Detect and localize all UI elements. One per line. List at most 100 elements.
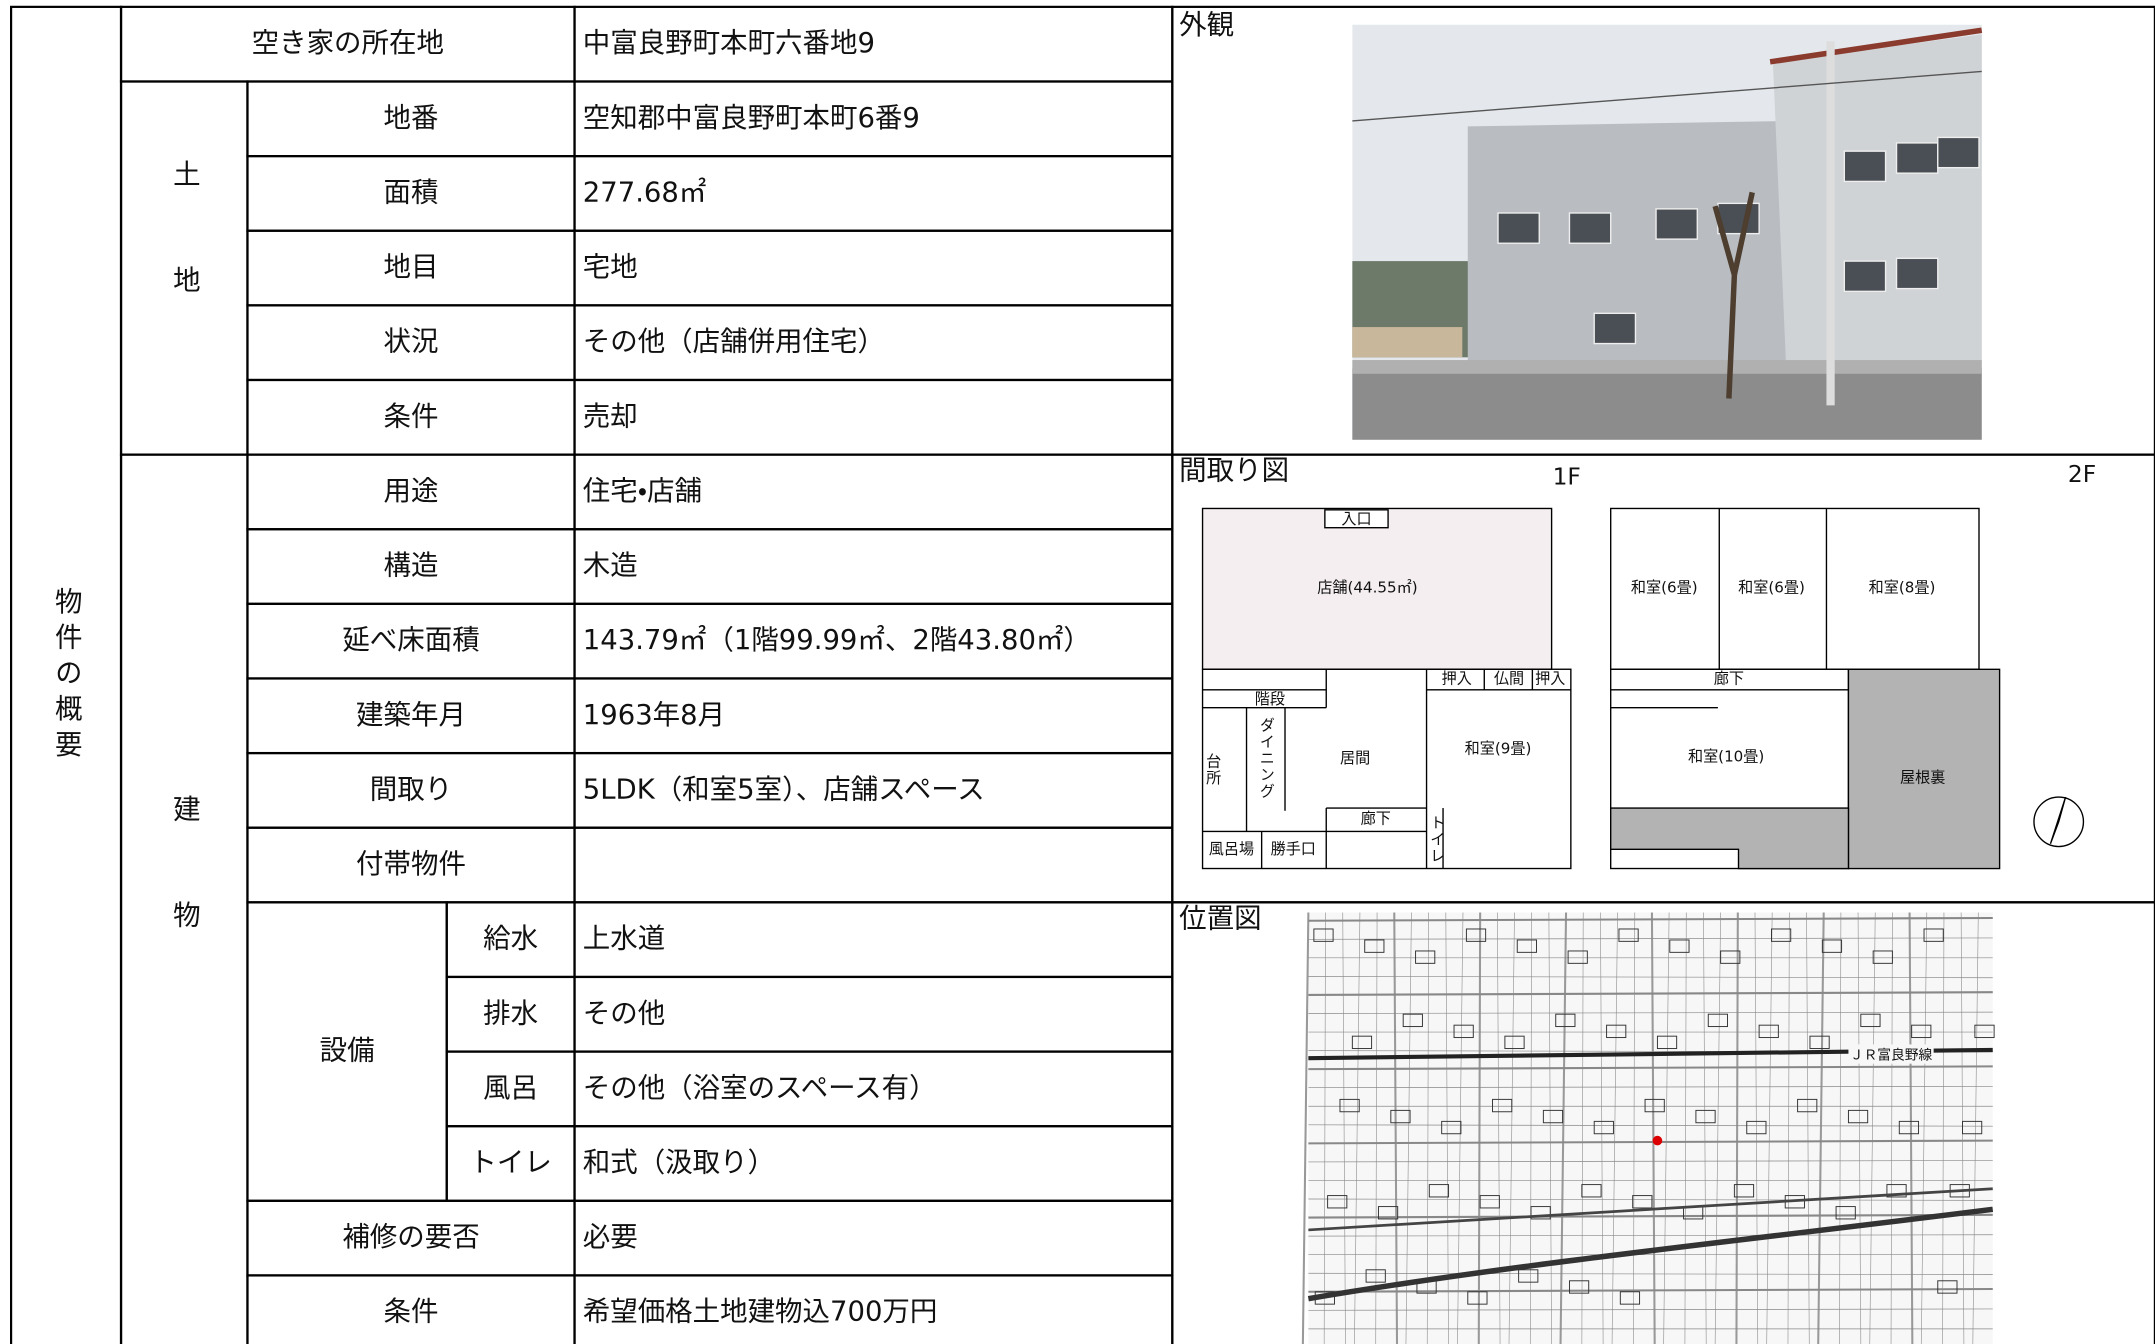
map-street: [1308, 1234, 1993, 1237]
map-block: [1530, 1206, 1551, 1220]
map-street: [1611, 912, 1618, 1344]
river: [1307, 1206, 1994, 1302]
room-label: 階段: [1255, 690, 1285, 708]
cell: [573, 229, 1174, 307]
cell-value: その他（店舗併用住宅）: [583, 326, 885, 358]
map-block: [1516, 939, 1537, 953]
wall: [1201, 507, 1553, 670]
cell-label: 排水: [483, 997, 538, 1029]
room-label: 勝手口: [1271, 840, 1316, 858]
map-street: [1529, 912, 1533, 1344]
map-block: [1441, 1120, 1462, 1135]
map-street: [1308, 1085, 1993, 1089]
room-label: ダイニング: [1257, 717, 1275, 799]
cell-value: 希望価格土地建物込700万円: [583, 1296, 938, 1328]
map-street: [1375, 912, 1378, 1344]
cell-label: 建築年月: [356, 699, 466, 731]
panel-title: 外観: [1179, 9, 1234, 41]
map-block: [1606, 1024, 1627, 1039]
sidewalk: [1352, 360, 1982, 374]
map-bg: [1308, 912, 1993, 1344]
map-block: [1974, 1024, 1995, 1039]
window: [1895, 257, 1939, 290]
room-label: 和室(10畳): [1688, 748, 1764, 766]
window: [1655, 208, 1698, 240]
cell-label: 延べ床面積: [342, 624, 479, 656]
building-main: [1467, 120, 1794, 369]
floor-label: 2F: [2068, 460, 2096, 488]
panel-title: 間取り図: [1179, 454, 1289, 486]
map-street: [1754, 912, 1759, 1344]
cell-value: 木造: [583, 550, 638, 582]
map-street: [1839, 912, 1842, 1344]
map-label-bg: [1848, 1044, 1934, 1064]
map-street: [1393, 912, 1399, 1344]
map-street: [1308, 1272, 1993, 1275]
map-street: [1445, 912, 1449, 1344]
map-block: [1619, 1291, 1641, 1305]
room-label: 押入: [1442, 669, 1472, 687]
map-block: [1518, 1269, 1539, 1283]
section-label: 物件の概要: [50, 587, 83, 766]
map-street: [1890, 912, 1893, 1344]
map-street: [1308, 1139, 1993, 1145]
room-label: 風呂場: [1209, 840, 1254, 858]
building-right: [1772, 34, 1982, 378]
panel-title: 位置図: [1179, 902, 1261, 934]
window: [1593, 312, 1637, 345]
map-block: [1479, 1195, 1500, 1209]
cell-label: トイレ: [469, 1146, 551, 1178]
map-street: [1426, 912, 1429, 1344]
cell-value: 143.79㎡（1階99.99㎡、2階43.80㎡）: [583, 624, 1091, 656]
map-street: [1323, 912, 1326, 1344]
map-street: [1308, 1213, 1993, 1219]
map-street: [1942, 912, 1945, 1344]
window: [1497, 212, 1540, 244]
cell: [573, 528, 1174, 605]
map-street: [1817, 912, 1825, 1344]
room-label: 屋根裏: [1900, 768, 1945, 786]
map-block: [1771, 928, 1792, 942]
cell-label: 給水: [483, 923, 538, 955]
map-block: [1504, 1035, 1525, 1050]
room-label: 廊下: [1714, 669, 1744, 687]
map-block: [1962, 1120, 1983, 1135]
map-street: [1508, 912, 1515, 1344]
cell-label: 構造: [384, 550, 439, 582]
cell: [573, 826, 1174, 904]
photo: [1352, 24, 1983, 440]
map-street: [1457, 912, 1464, 1344]
map-street: [1908, 912, 1914, 1344]
room-label: 和室(8畳): [1869, 579, 1936, 597]
window: [1843, 150, 1887, 183]
map-block: [1733, 1184, 1755, 1198]
cell-label: 条件: [384, 400, 439, 432]
map-street: [1342, 912, 1346, 1344]
cell-value: 和式（汲取り）: [583, 1146, 775, 1178]
fence: [1352, 327, 1463, 358]
map-block: [1821, 939, 1843, 953]
roof: [1769, 27, 1983, 65]
map-block: [1542, 1109, 1564, 1124]
map-street: [1405, 912, 1412, 1344]
map-street: [1308, 1198, 1993, 1201]
map-street: [1354, 912, 1361, 1344]
map-street: [1806, 912, 1810, 1344]
cell-label: 用途: [384, 475, 439, 507]
map-block: [1593, 1120, 1614, 1135]
room-label: 仏間: [1494, 669, 1524, 687]
map-block: [1618, 928, 1639, 942]
map-street: [1857, 912, 1862, 1344]
map-block: [1860, 1013, 1881, 1028]
cell-label: 補修の要否: [342, 1221, 479, 1253]
map-block: [1937, 1280, 1958, 1294]
map-street: [1477, 912, 1482, 1344]
room-label: 店舗(44.55㎡): [1317, 579, 1417, 597]
cell-label: 設備: [320, 1035, 375, 1067]
map-block: [1402, 1013, 1423, 1028]
cell: [573, 378, 1174, 456]
map-block: [1339, 1098, 1360, 1113]
map-street: [1308, 916, 1993, 922]
